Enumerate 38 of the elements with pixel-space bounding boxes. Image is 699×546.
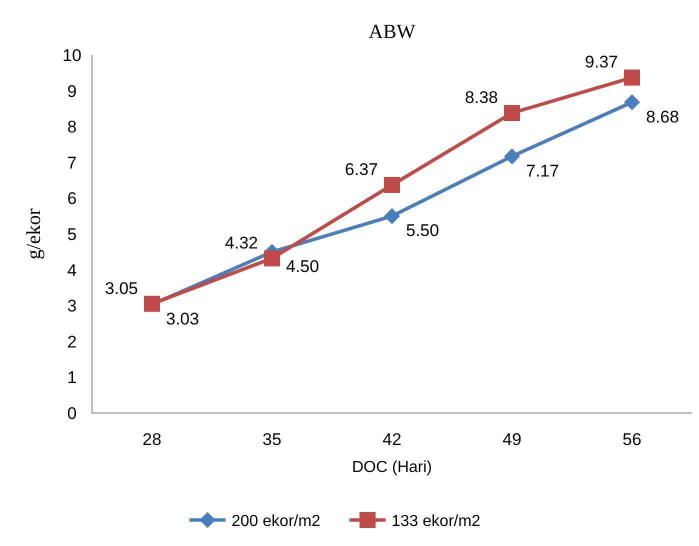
point [264,250,280,266]
point [504,104,520,121]
y-tick-label: 2 [67,332,77,352]
chart-title: ABW [368,21,416,43]
y-axis-title: g/ekor [23,208,45,260]
y-tick-label: 0 [67,404,77,423]
point [624,94,640,110]
data-label: 6.37 [344,160,378,179]
point [504,148,520,164]
data-label: 7.17 [526,161,560,180]
point [624,70,640,86]
y-tick-label: 4 [67,260,77,280]
data-label: 9.37 [584,52,618,72]
x-tick-label: 56 [622,430,642,449]
point [384,208,400,224]
x-tick-label: 28 [142,430,162,449]
x-axis-title: DOC (Hari) [352,459,432,476]
x-tick-label: 49 [502,430,522,449]
legend-label: 133 ekor/m2 [392,513,481,530]
y-tick-label: 7 [67,153,77,172]
data-label: 8.38 [464,88,498,107]
y-tick-label: 5 [67,225,77,244]
y-tick-label: 1 [67,368,77,388]
y-tick-label: 10 [62,46,82,65]
y-tick-label: 6 [67,189,77,208]
y-tick-label: 8 [67,118,77,137]
y-tick-label: 9 [67,82,77,101]
data-label: 4.50 [286,256,320,276]
x-tick-label: 42 [382,430,402,449]
legend-label: 200 ekor/m2 [232,513,321,530]
point [384,176,400,193]
data-label: 3.03 [166,310,200,329]
data-label: 8.68 [646,107,680,126]
data-label: 3.05 [104,278,138,298]
y-tick-label: 3 [67,296,77,316]
data-label: 5.50 [406,221,440,240]
x-tick-label: 35 [262,430,282,449]
data-label: 4.32 [224,233,258,252]
